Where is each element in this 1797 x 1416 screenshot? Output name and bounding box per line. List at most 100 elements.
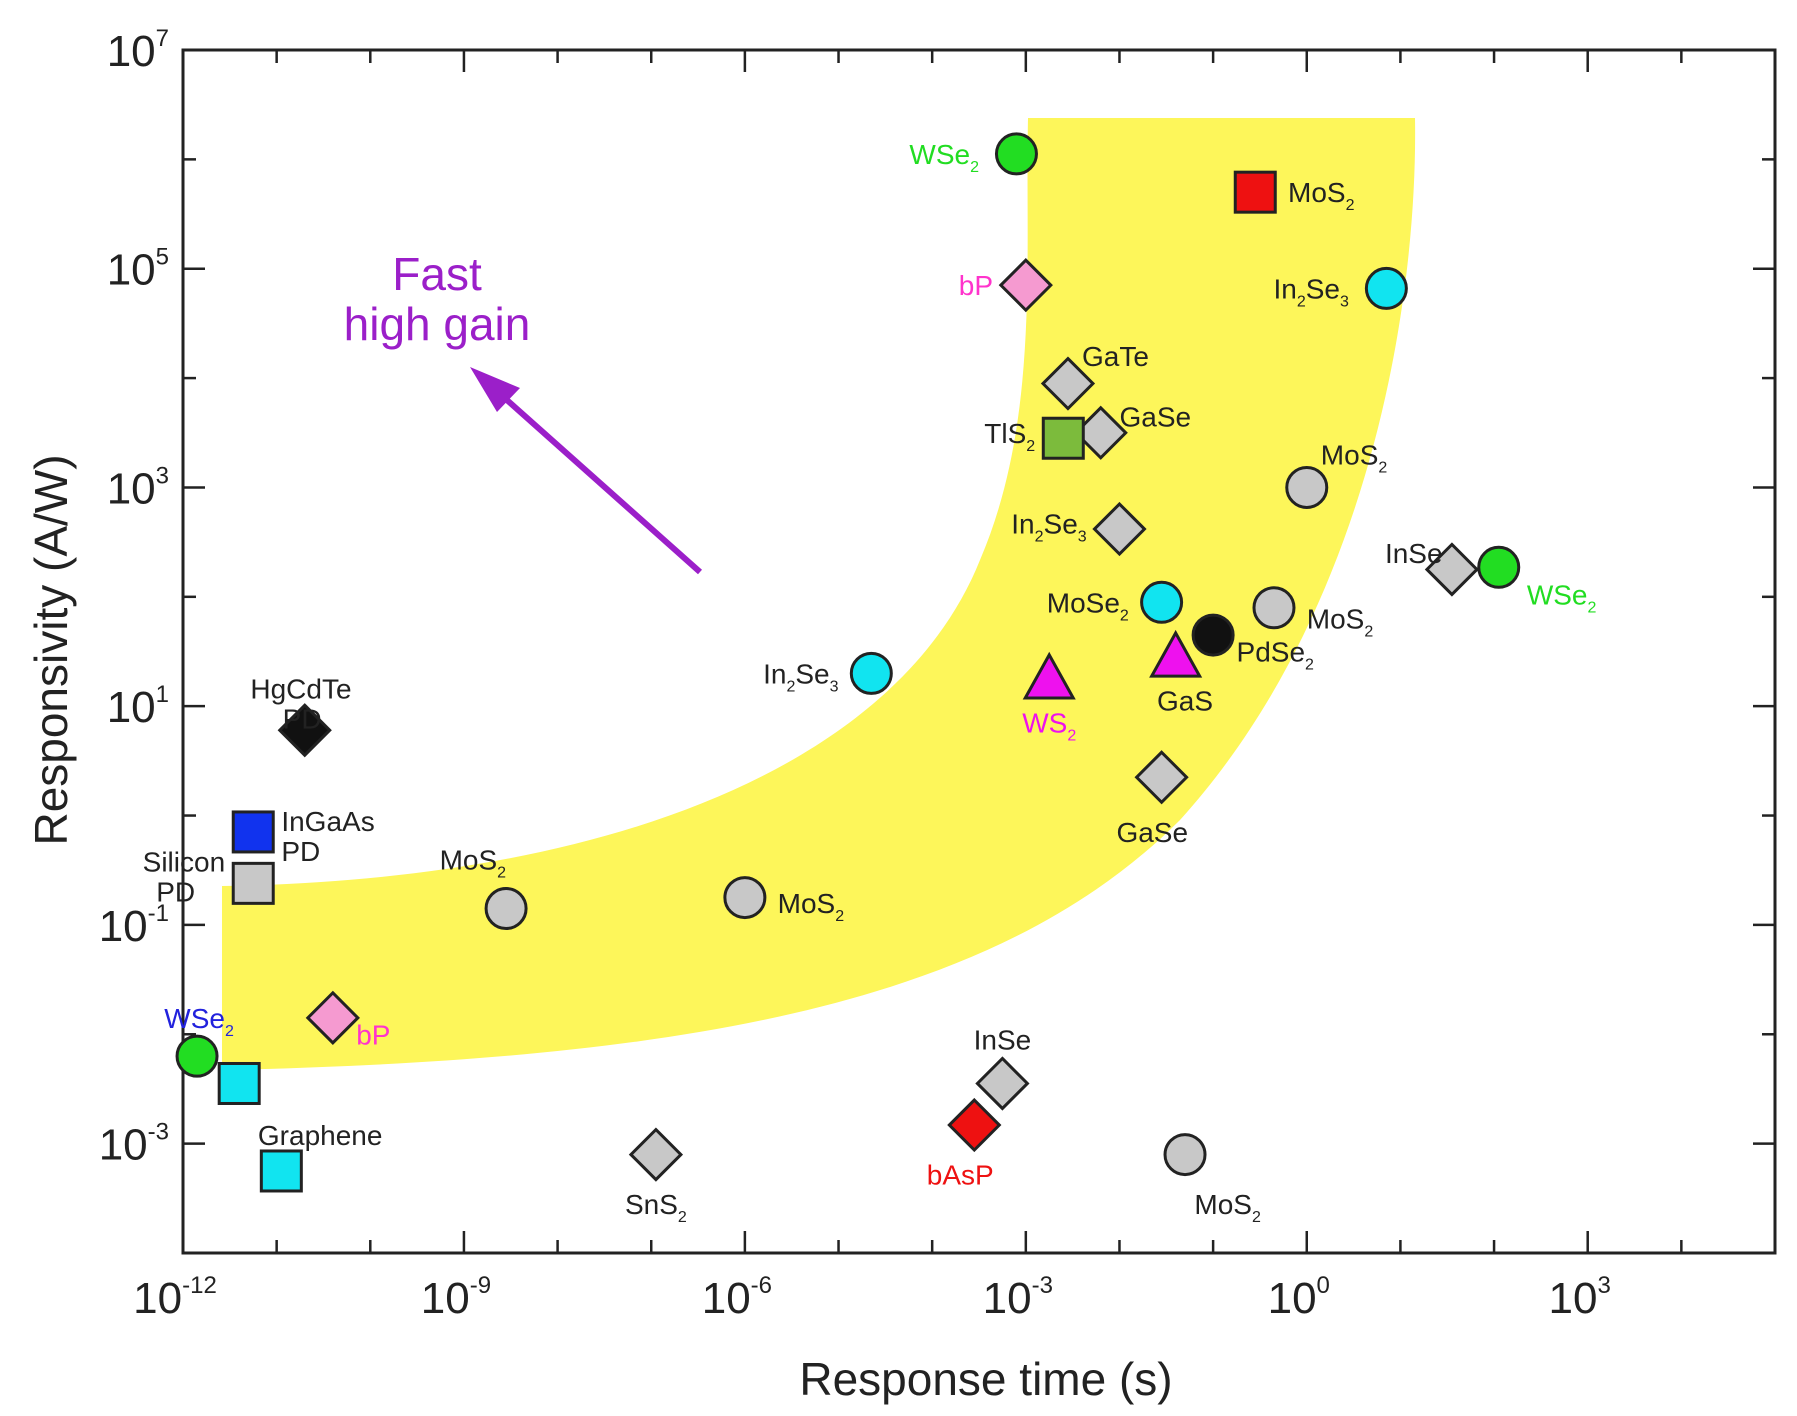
point-label-subscript: 2 (786, 678, 795, 695)
point-label: MoS2 (440, 844, 507, 881)
y-tick-exponent: 5 (156, 244, 169, 271)
point-label: bP (959, 270, 993, 301)
point-label: bAsP (927, 1159, 994, 1190)
y-tick-exponent: -3 (148, 1119, 169, 1146)
point-label-subscript-2: 3 (1340, 293, 1349, 310)
data-point-circle (1252, 586, 1296, 630)
point-label-text: SnS (625, 1189, 678, 1220)
point-label: MoS2 (1194, 1189, 1261, 1226)
y-tick-label: 10-1 (99, 900, 169, 951)
point-label-text: Graphene (258, 1120, 383, 1151)
point-label-subscript: 2 (1252, 1209, 1261, 1226)
data-point-triangle (1149, 629, 1203, 678)
point-label-text: WSe (1527, 580, 1588, 611)
point-label-text-2: Se (1044, 509, 1078, 540)
data-point-diamond (975, 1056, 1030, 1111)
data-point-circle (1140, 580, 1184, 624)
point-label-text-2: Se (1306, 273, 1340, 304)
point-label-text: GaSe (1116, 817, 1188, 848)
x-tick-exponent: 3 (1598, 1272, 1611, 1299)
point-label-text: WSe (164, 1003, 225, 1034)
annotation-arrow-head (470, 367, 520, 412)
point-label-text: MoS (1194, 1189, 1252, 1220)
annotation-line-2: high gain (344, 298, 531, 350)
point-label-subscript: 2 (970, 159, 979, 176)
y-tick-label: 107 (107, 25, 169, 76)
point-label: InSe (1385, 538, 1443, 569)
point-label-subscript: 2 (1364, 624, 1373, 641)
point-label-text: InGaAs (281, 806, 374, 837)
plot-frame (181, 48, 1777, 1255)
point-label: WSe2 (164, 1003, 234, 1040)
x-tick-exponent: -6 (751, 1272, 772, 1299)
data-point-diamond (305, 990, 360, 1045)
point-label: InSe (974, 1025, 1032, 1056)
point-label-text: InSe (1385, 538, 1443, 569)
point-label-subscript: 2 (1378, 460, 1387, 477)
point-label-text: MoS (1307, 604, 1365, 635)
data-point-circle (1191, 613, 1235, 657)
y-tick-label: 10-3 (99, 1119, 169, 1170)
data-point-circle (849, 651, 893, 695)
point-label: SnS2 (625, 1189, 687, 1226)
point-label: In2Se3 (763, 658, 839, 695)
point-label: TlS2 (984, 418, 1035, 455)
point-label-text: WS (1022, 708, 1067, 739)
point-label: MoS2 (1321, 440, 1388, 477)
point-label-line-2: PD (156, 876, 195, 907)
point-label: MoS2 (1307, 604, 1374, 641)
point-label-text: GaS (1157, 686, 1213, 717)
point-label-subscript-2: 3 (830, 678, 839, 695)
axis-ticks: 10-12 10-9 10-6 10-3 100 10310-310-1101103105… (99, 25, 1777, 1323)
data-point-square (217, 1061, 261, 1105)
data-point-diamond (1134, 750, 1189, 805)
point-label-subscript: 2 (497, 864, 506, 881)
fast-high-gain-annotation: Fast high gain (344, 248, 702, 575)
data-point-circle (994, 132, 1038, 176)
annotation-arrow-shaft (488, 382, 702, 575)
data-point-square (1233, 170, 1277, 214)
point-label-text-2: Se (795, 658, 829, 689)
data-point-circle (484, 887, 528, 931)
point-label: bP (356, 1019, 390, 1050)
x-tick-exponent: -9 (470, 1272, 491, 1299)
point-label-text: GaSe (1119, 401, 1191, 432)
point-label-subscript: 2 (1026, 438, 1035, 455)
point-label-text: HgCdTe (250, 674, 351, 705)
point-label-subscript: 2 (1588, 600, 1597, 617)
data-point-square (1041, 416, 1085, 460)
data-point-diamond (277, 703, 332, 758)
point-label-text: In (763, 658, 786, 689)
point-label-subscript: 2 (1297, 293, 1306, 310)
point-label: InGaAs (281, 806, 374, 837)
point-label: MoSe2 (1047, 587, 1129, 624)
point-label: In2Se3 (1273, 273, 1349, 310)
y-tick-label: 103 (107, 462, 169, 513)
point-label-subscript: 2 (1305, 657, 1314, 674)
y-tick-exponent: -1 (148, 900, 169, 927)
high-gain-band (222, 118, 1416, 1070)
data-point-diamond (947, 1097, 1002, 1153)
point-label: GaSe (1116, 817, 1188, 848)
point-label: Silicon (143, 846, 225, 877)
point-label-text: TlS (984, 418, 1026, 449)
point-label: HgCdTe (250, 674, 351, 705)
point-label-text: bP (356, 1019, 390, 1050)
data-point-circle (1285, 465, 1329, 509)
x-tick-label: 10-12 (133, 1272, 217, 1323)
data-point-square (231, 810, 275, 854)
point-label-subscript: 2 (1120, 607, 1129, 624)
point-label-text: In (1011, 509, 1034, 540)
point-label: WSe2 (909, 139, 979, 176)
y-tick-label: 105 (107, 244, 169, 295)
point-label-line-2: PD (283, 704, 322, 735)
point-label: In2Se3 (1011, 509, 1087, 546)
x-tick-exponent: -3 (1032, 1272, 1053, 1299)
x-tick-exponent: -12 (182, 1272, 217, 1299)
point-label-line-2: PD (281, 836, 320, 867)
point-label-text: MoS (1288, 177, 1346, 208)
data-point-circle (1477, 545, 1521, 589)
point-label-subscript: 2 (1346, 197, 1355, 214)
point-label-text: bP (959, 270, 993, 301)
point-label-subscript: 2 (1035, 529, 1044, 546)
